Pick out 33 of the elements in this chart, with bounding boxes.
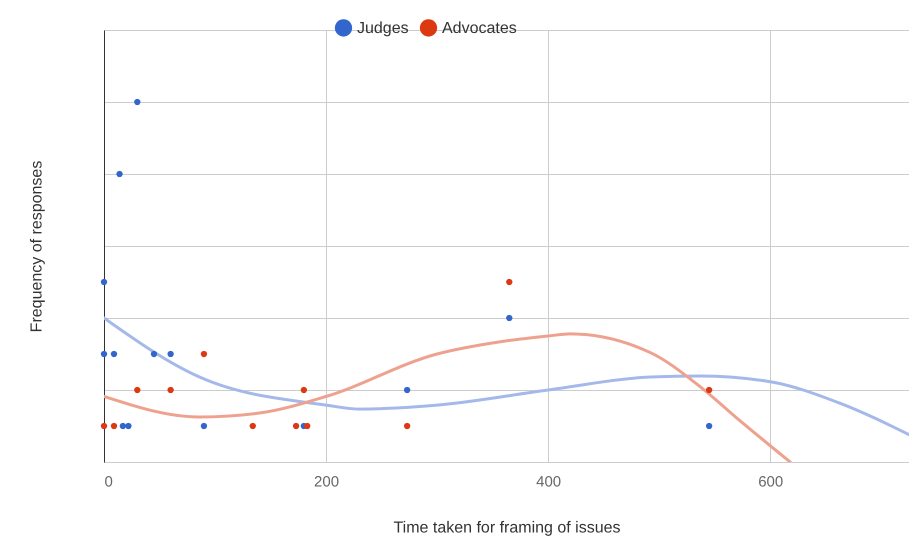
x-axis-title: Time taken for framing of issues bbox=[393, 520, 621, 536]
point bbox=[304, 422, 310, 430]
point bbox=[116, 170, 123, 178]
point bbox=[120, 422, 126, 430]
x-tick-label: 0 bbox=[104, 474, 113, 490]
point bbox=[110, 350, 118, 358]
point bbox=[167, 350, 174, 358]
point bbox=[200, 422, 208, 430]
point bbox=[134, 386, 140, 394]
point bbox=[404, 386, 410, 394]
point bbox=[125, 422, 132, 430]
y-axis-title: Frequency of responses bbox=[28, 160, 46, 332]
point bbox=[250, 422, 256, 430]
point bbox=[706, 422, 712, 430]
point bbox=[100, 350, 108, 358]
point bbox=[506, 278, 512, 286]
point bbox=[100, 278, 108, 286]
x-tick-label: 200 bbox=[314, 474, 340, 490]
point bbox=[300, 386, 308, 394]
legend-label: Judges bbox=[357, 20, 409, 37]
point bbox=[167, 386, 174, 394]
point bbox=[134, 98, 140, 106]
point bbox=[706, 386, 712, 394]
point bbox=[150, 350, 158, 358]
x-tick-label: 400 bbox=[536, 474, 562, 490]
point bbox=[200, 350, 208, 358]
point bbox=[100, 422, 108, 430]
legend-label: Advocates bbox=[442, 20, 517, 37]
x-tick-label: 600 bbox=[758, 474, 784, 490]
point bbox=[292, 422, 300, 430]
point bbox=[506, 314, 512, 322]
point bbox=[110, 422, 118, 430]
point bbox=[404, 422, 410, 430]
